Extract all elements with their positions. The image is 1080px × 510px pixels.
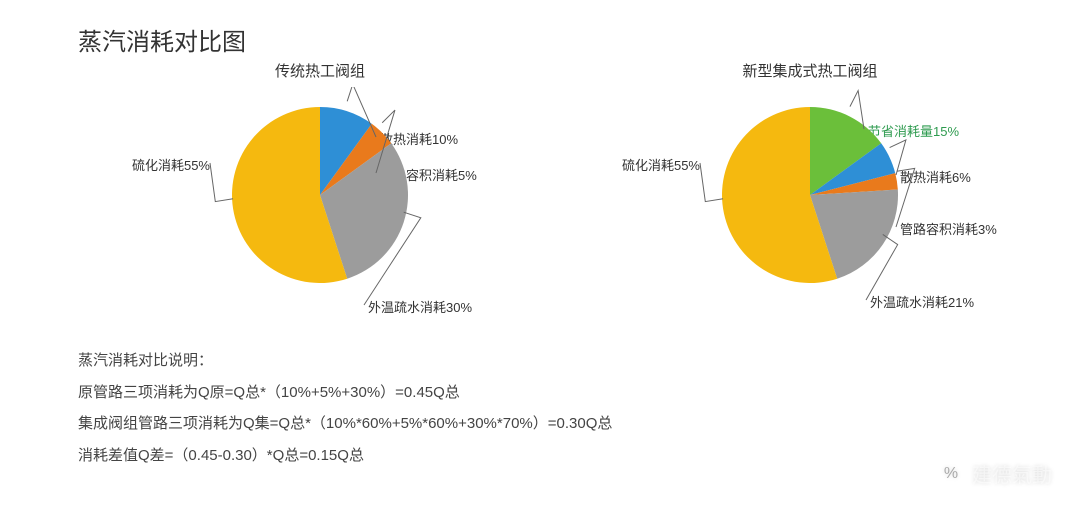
chart2-pie: 节省消耗量15%散热消耗6%管路容积消耗3%外温疏水消耗21%硫化消耗55%	[600, 87, 1020, 337]
note-line: 消耗差值Q差=（0.45-0.30）*Q总=0.15Q总	[78, 440, 612, 472]
note-line: 集成阀组管路三项消耗为Q集=Q总*（10%*60%+5%*60%+30%*70%…	[78, 408, 612, 440]
note-line: 原管路三项消耗为Q原=Q总*（10%+5%+30%）=0.45Q总	[78, 377, 612, 409]
page-title: 蒸汽消耗对比图	[78, 22, 246, 57]
note-line: 蒸汽消耗对比说明：	[78, 345, 612, 377]
chart1-subtitle: 传统热工阀组	[110, 60, 530, 81]
chart-integrated: 新型集成式热工阀组 节省消耗量15%散热消耗6%管路容积消耗3%外温疏水消耗21…	[600, 60, 1020, 337]
chart-traditional: 传统热工阀组 散热消耗10%管路容积消耗5%外温疏水消耗30%硫化消耗55%	[110, 60, 530, 337]
notes-block: 蒸汽消耗对比说明： 原管路三项消耗为Q原=Q总*（10%+5%+30%）=0.4…	[78, 345, 612, 471]
chart1-pie: 散热消耗10%管路容积消耗5%外温疏水消耗30%硫化消耗55%	[110, 87, 530, 337]
watermark-text: 建德氣動	[972, 459, 1052, 488]
wechat-icon: %	[938, 461, 964, 487]
watermark: % 建德氣動	[938, 459, 1052, 488]
chart2-subtitle: 新型集成式热工阀组	[600, 60, 1020, 81]
